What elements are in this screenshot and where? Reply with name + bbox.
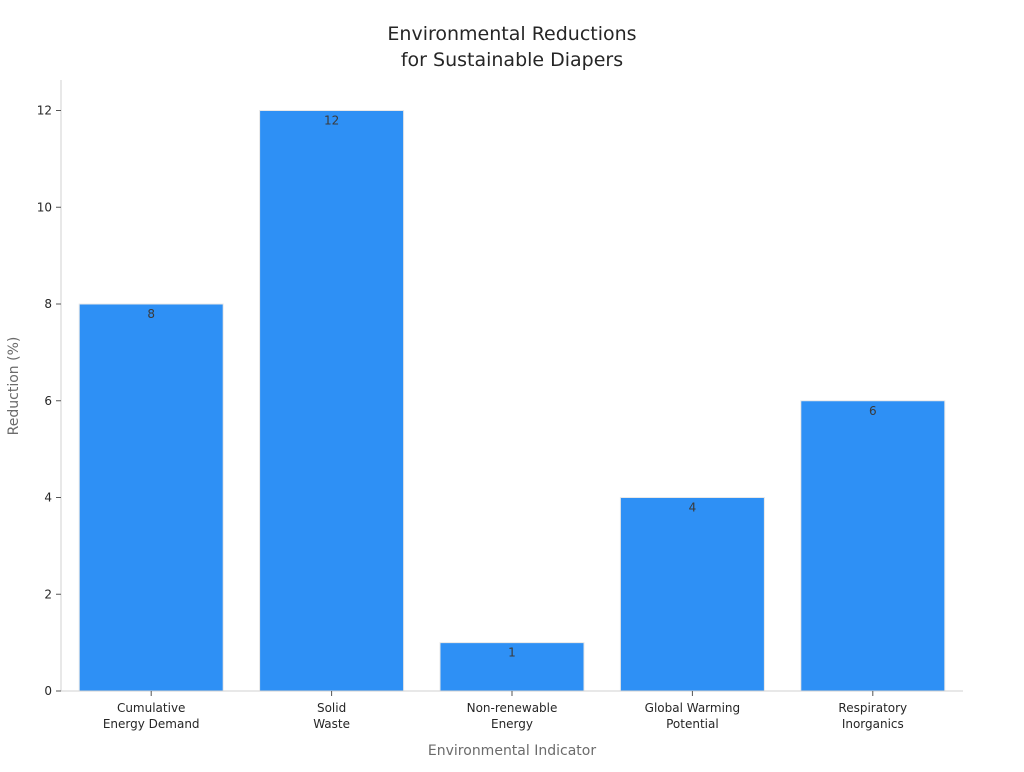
bar: [439, 642, 585, 692]
bar-series: [78, 110, 946, 692]
bar-data-label: 1: [508, 646, 516, 660]
x-tick-label-line: Global Warming: [645, 701, 741, 715]
bar: [800, 400, 946, 692]
x-axis-title: Environmental Indicator: [428, 743, 596, 759]
x-tick-label: Solid Waste: [313, 701, 350, 731]
x-tick-label: Respiratory Inorganics: [838, 701, 907, 731]
x-tick-label-line: Cumulative: [117, 701, 186, 715]
y-tick-label: 6: [44, 394, 52, 408]
bar-data-label: 12: [324, 114, 339, 128]
x-tick-label-line: Non-renewable: [467, 701, 558, 715]
x-tick-label: Non-renewable Energy: [467, 701, 558, 731]
x-tick-label-line: Potential: [666, 717, 719, 731]
chart-title-line-2: for Sustainable Diapers: [401, 49, 623, 71]
chart-title: Environmental Reductions for Sustainable…: [387, 23, 636, 71]
x-tick-label: Global Warming Potential: [645, 701, 741, 731]
bar: [78, 303, 224, 692]
x-tick-label-line: Respiratory: [838, 701, 907, 715]
x-tick-label: Cumulative Energy Demand: [103, 701, 200, 731]
x-axis: Cumulative Energy Demand Solid Waste Non-ren…: [61, 690, 963, 731]
y-tick-label: 0: [44, 684, 52, 698]
y-axis-title: Reduction (%): [6, 337, 22, 436]
y-tick-label: 10: [37, 200, 52, 214]
x-tick-label-line: Energy Demand: [103, 717, 200, 731]
y-tick-label: 2: [44, 587, 52, 601]
bar: [619, 497, 765, 692]
y-tick-label: 12: [37, 104, 52, 118]
bar-data-label: 8: [147, 307, 155, 321]
x-tick-label-line: Waste: [313, 717, 350, 731]
x-tick-label-line: Solid: [317, 701, 346, 715]
bar: [259, 110, 405, 692]
data-labels: 8 12 1 4 6: [147, 114, 876, 660]
chart-title-line-1: Environmental Reductions: [387, 23, 636, 45]
y-tick-label: 8: [44, 297, 52, 311]
bar-data-label: 4: [689, 501, 697, 515]
x-tick-label-line: Inorganics: [842, 717, 904, 731]
y-tick-label: 4: [44, 491, 52, 505]
x-tick-label-line: Energy: [491, 717, 533, 731]
bar-data-label: 6: [869, 404, 877, 418]
y-axis: 0 2 4 6 8 10 12: [37, 80, 62, 698]
